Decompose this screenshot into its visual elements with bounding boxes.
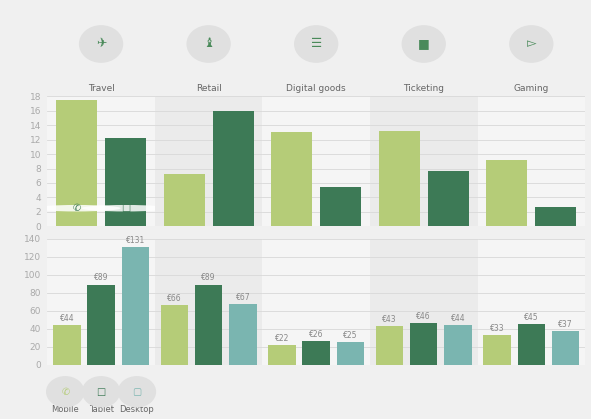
Bar xyxy=(213,111,254,226)
Circle shape xyxy=(33,205,121,212)
Bar xyxy=(337,342,364,365)
Text: □: □ xyxy=(96,387,106,397)
Bar xyxy=(105,138,146,226)
Text: ✈: ✈ xyxy=(96,37,106,51)
Text: ✆: ✆ xyxy=(61,387,69,397)
Text: €44: €44 xyxy=(451,314,465,323)
Bar xyxy=(87,285,115,365)
Bar xyxy=(229,304,256,365)
Text: €37: €37 xyxy=(558,320,573,329)
Text: Mobile: Mobile xyxy=(51,405,79,414)
Bar xyxy=(122,247,149,365)
Text: €67: €67 xyxy=(236,293,250,302)
Text: €25: €25 xyxy=(343,331,358,340)
Text: ✆: ✆ xyxy=(73,203,81,213)
Text: €44: €44 xyxy=(60,314,74,323)
Bar xyxy=(535,207,576,226)
Text: Retail: Retail xyxy=(196,84,222,93)
Text: €22: €22 xyxy=(275,334,289,343)
Bar xyxy=(444,325,472,365)
Bar xyxy=(268,345,296,365)
Bar xyxy=(379,131,420,226)
Bar xyxy=(376,326,403,365)
Text: Travel: Travel xyxy=(87,84,115,93)
Bar xyxy=(483,335,511,365)
Bar xyxy=(518,324,545,365)
Text: €45: €45 xyxy=(524,313,538,322)
Text: □: □ xyxy=(121,203,130,213)
Text: Gaming: Gaming xyxy=(514,84,549,93)
Text: €26: €26 xyxy=(309,330,323,339)
Bar xyxy=(195,285,222,365)
Bar xyxy=(53,325,80,365)
Bar xyxy=(303,341,330,365)
Text: ▻: ▻ xyxy=(527,37,536,51)
Bar xyxy=(410,323,437,365)
Text: ♝: ♝ xyxy=(203,37,215,51)
Text: ■: ■ xyxy=(418,37,430,51)
Bar xyxy=(56,100,97,226)
Bar xyxy=(428,171,469,226)
Bar xyxy=(552,331,579,365)
Text: €131: €131 xyxy=(126,235,145,245)
Bar xyxy=(320,186,361,226)
Bar xyxy=(486,160,527,226)
Text: Tablet: Tablet xyxy=(89,405,113,414)
Text: ☰: ☰ xyxy=(310,37,322,51)
Text: €46: €46 xyxy=(417,312,431,321)
Bar xyxy=(164,174,204,226)
Text: Desktop: Desktop xyxy=(119,405,154,414)
Bar xyxy=(271,132,312,226)
Text: €43: €43 xyxy=(382,315,397,323)
Bar xyxy=(161,305,188,365)
Text: Digital goods: Digital goods xyxy=(287,84,346,93)
Text: €89: €89 xyxy=(94,273,108,282)
Text: €33: €33 xyxy=(490,323,504,333)
Text: ▢: ▢ xyxy=(132,387,141,397)
Text: Ticketing: Ticketing xyxy=(403,84,444,93)
Text: €89: €89 xyxy=(202,273,216,282)
Text: €66: €66 xyxy=(167,294,181,303)
Circle shape xyxy=(82,205,170,212)
